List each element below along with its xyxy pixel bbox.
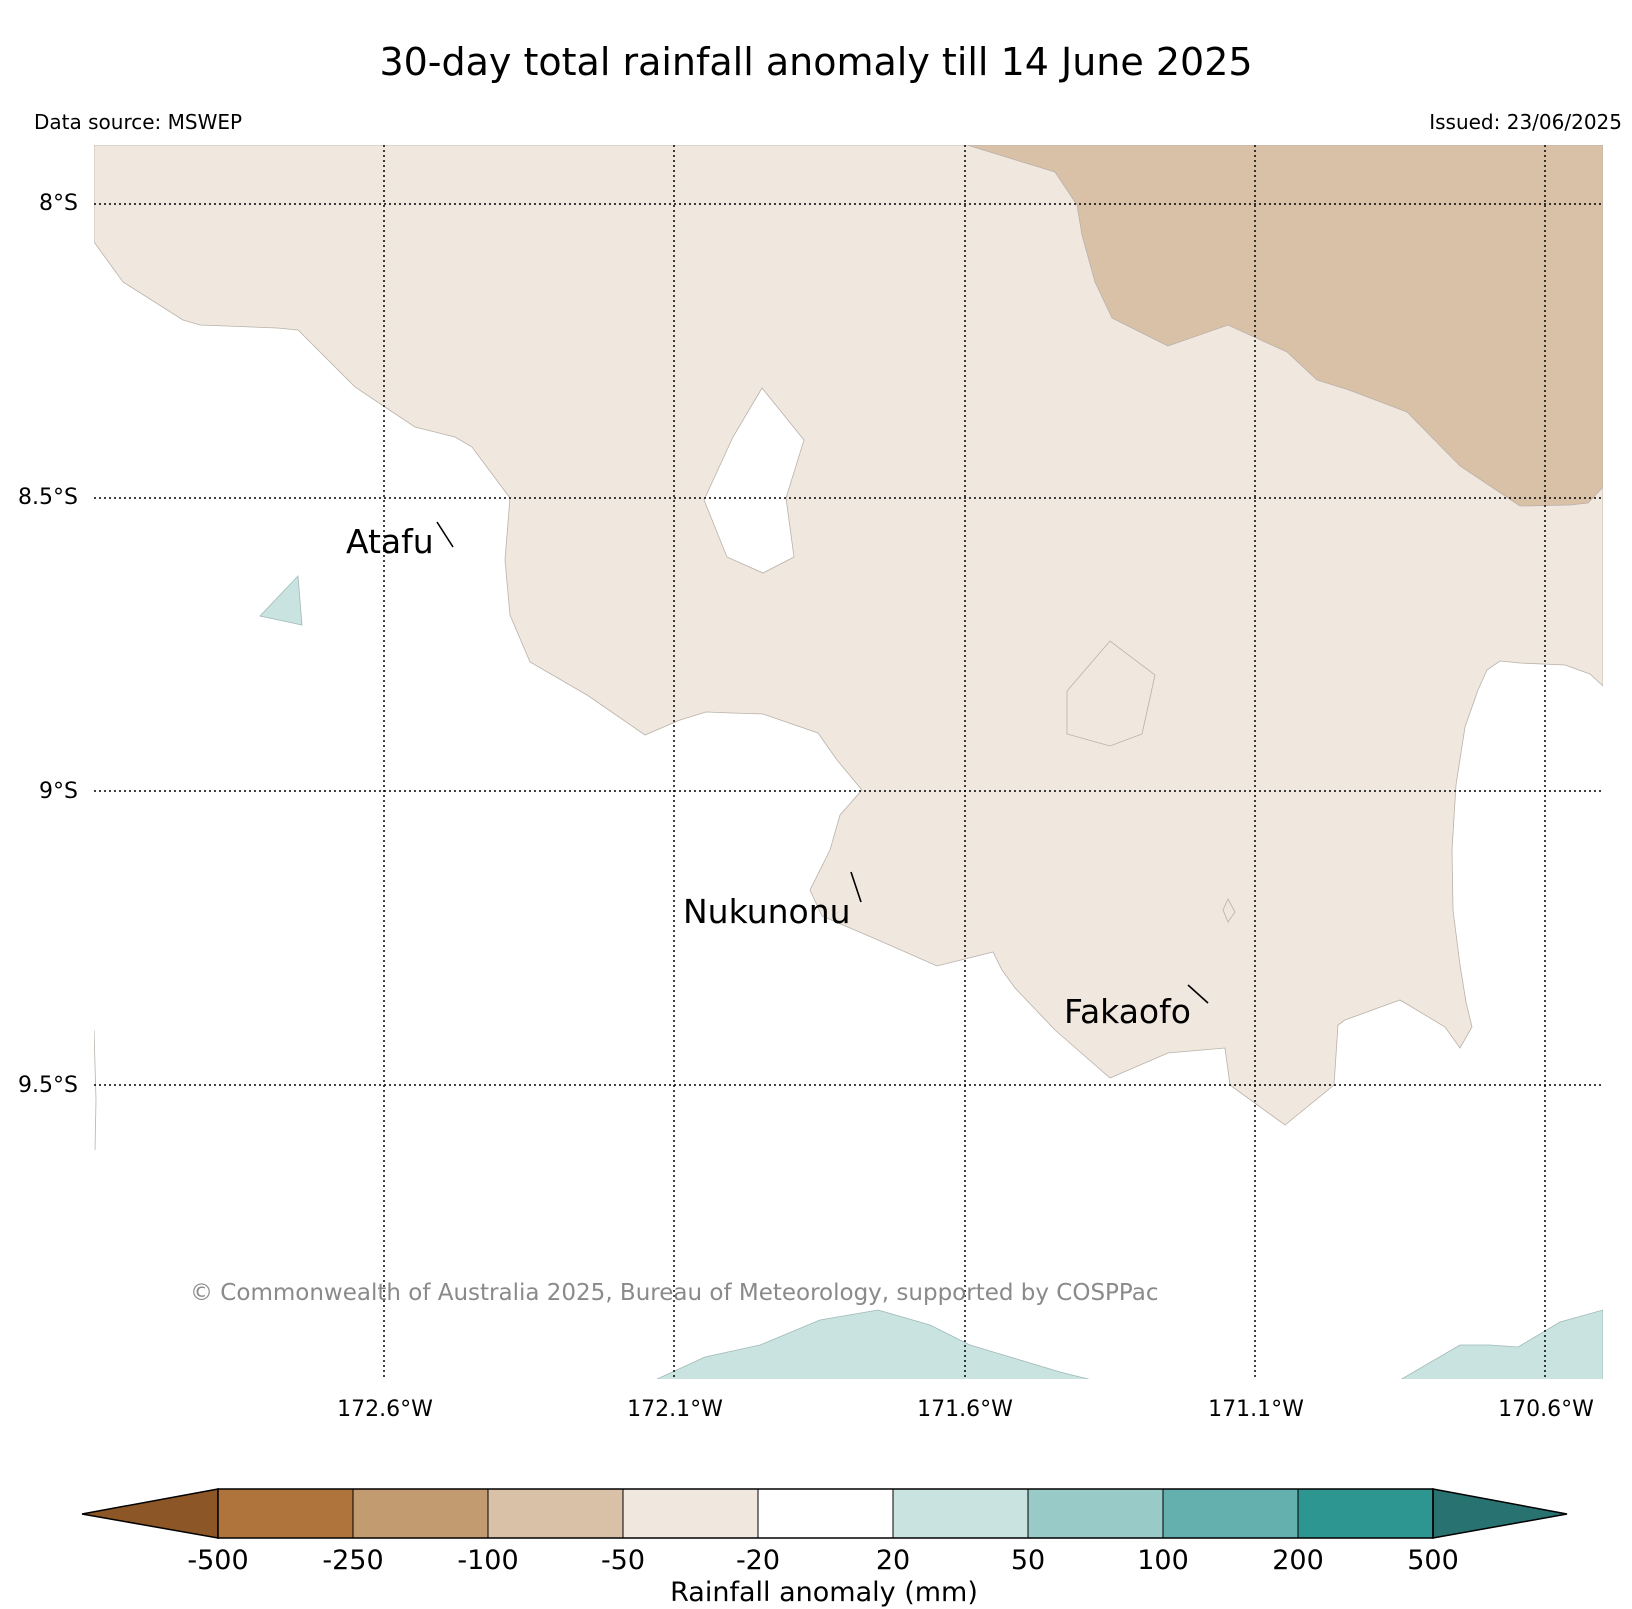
place-label-atafu: Atafu [346,522,434,561]
lat-label-8-5s: 8.5°S [18,485,78,510]
anomaly-region-20-50-southeast [1400,1309,1603,1379]
lon-label-172-1w: 172.1°W [627,1397,723,1422]
place-label-fakaofo: Fakaofo [1064,992,1191,1031]
colorbar-tick-100: 100 [1137,1545,1189,1576]
colorbar-bin-20-50 [892,1488,1029,1539]
fakaofo-marker [1187,984,1209,1004]
colorbar-bin-200-500 [1297,1488,1434,1539]
lon-label-170-6w: 170.6°W [1498,1397,1594,1422]
issued-date-label: Issued: 23/06/2025 [1429,110,1622,134]
colorbar-bin-minus250-minus100 [352,1488,489,1539]
colorbar-title: Rainfall anomaly (mm) [670,1577,978,1608]
atafu-marker [436,521,454,548]
graticule [94,145,1603,1379]
colorbar-bin-50-100 [1027,1488,1164,1539]
colorbar-tick-minus50: -50 [601,1545,645,1576]
lon-label-171-6w: 171.6°W [917,1397,1013,1422]
colorbar-bin-minus20-20 [757,1488,894,1539]
colorbar-tick-500: 500 [1407,1545,1459,1576]
data-source-label: Data source: MSWEP [34,110,243,134]
anomaly-region-minus20-20-hole [703,387,805,574]
colorbar-bin-100-200 [1162,1488,1299,1539]
lon-label-171-1w: 171.1°W [1208,1397,1304,1422]
colorbar-tick-minus500: -500 [187,1545,248,1576]
colorbar-outline [217,1488,1434,1539]
lat-label-9s: 9°S [39,779,78,804]
anomaly-edge-sliver [94,1029,97,1151]
map-title: 30-day total rainfall anomaly till 14 Ju… [379,40,1253,84]
anomaly-region-20-50-south [656,1309,1090,1379]
colorbar-extend-low [81,1488,219,1539]
colorbar-bin-minus100-minus50 [487,1488,624,1539]
colorbar-tick-50: 50 [1011,1545,1045,1576]
colorbar-tick-200: 200 [1272,1545,1324,1576]
colorbar-tick-minus100: -100 [457,1545,518,1576]
anomaly-region-20-50-west [259,575,303,626]
lon-label-172-6w: 172.6°W [337,1397,433,1422]
colorbar-tick-20: 20 [876,1545,910,1576]
colorbar: -500 -250 -100 -50 -20 20 50 100 200 500… [81,1488,1568,1608]
copyright-notice: © Commonwealth of Australia 2025, Bureau… [190,1280,1159,1306]
colorbar-tick-minus20: -20 [736,1545,780,1576]
anomaly-region-minus50-minus20 [94,145,1603,1126]
colorbar-bin-minus500-minus250 [217,1488,354,1539]
colorbar-bin-minus50-minus20 [622,1488,759,1539]
colorbar-tick-minus250: -250 [322,1545,383,1576]
nukunonu-marker [850,871,862,903]
anomaly-region-minus100-minus50 [966,145,1603,507]
map-area [94,145,1603,1379]
place-label-nukunonu: Nukunonu [683,892,851,931]
lat-label-8s: 8°S [39,191,78,216]
lat-label-9-5s: 9.5°S [18,1073,78,1098]
colorbar-extend-high [1432,1488,1568,1539]
